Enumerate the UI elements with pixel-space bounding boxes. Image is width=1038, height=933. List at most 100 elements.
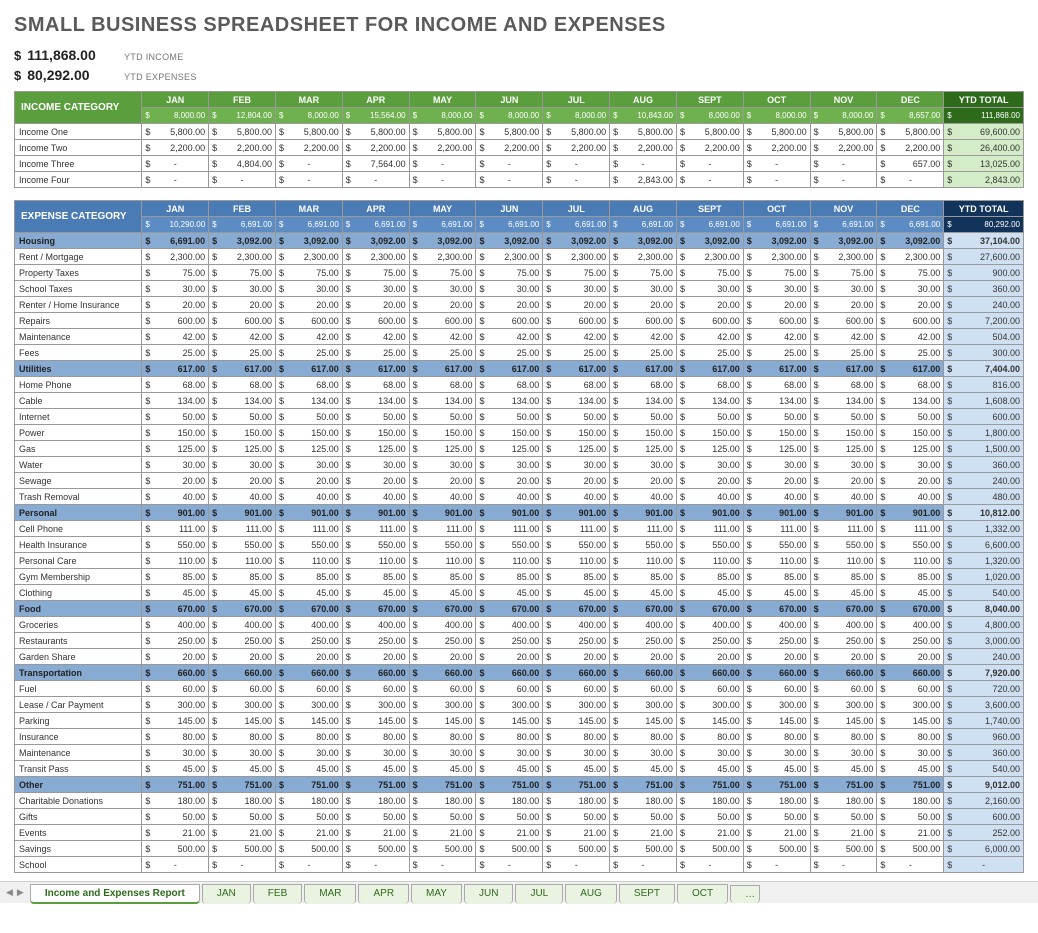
money-cell[interactable]: $30.00 [409, 281, 476, 297]
money-cell[interactable]: $42.00 [810, 329, 877, 345]
money-cell[interactable]: $20.00 [743, 473, 810, 489]
money-cell[interactable]: $30.00 [877, 281, 944, 297]
money-cell[interactable]: $111.00 [543, 521, 610, 537]
money-cell[interactable]: $2,300.00 [209, 249, 276, 265]
money-cell[interactable]: $45.00 [275, 761, 342, 777]
money-cell[interactable]: $- [142, 857, 209, 873]
money-cell[interactable]: $180.00 [810, 793, 877, 809]
expense-row-label[interactable]: Property Taxes [15, 265, 142, 281]
money-cell[interactable]: $400.00 [142, 617, 209, 633]
expense-subtotal[interactable]: $3,092.00 [676, 233, 743, 249]
money-cell[interactable]: $42.00 [275, 329, 342, 345]
expense-subtotal[interactable]: $6,691.00 [142, 233, 209, 249]
money-cell[interactable]: $145.00 [409, 713, 476, 729]
expense-subtotal[interactable]: $751.00 [810, 777, 877, 793]
money-cell[interactable]: $- [877, 172, 944, 188]
money-cell[interactable]: $20.00 [476, 649, 543, 665]
money-cell[interactable]: $25.00 [409, 345, 476, 361]
money-cell[interactable]: $400.00 [275, 617, 342, 633]
money-cell[interactable]: $150.00 [476, 425, 543, 441]
money-cell[interactable]: $45.00 [610, 585, 677, 601]
expense-subcategory-ytd[interactable]: $10,812.00 [944, 505, 1024, 521]
money-cell[interactable]: $300.00 [209, 697, 276, 713]
expense-subtotal[interactable]: $670.00 [342, 601, 409, 617]
expense-row-label[interactable]: Cable [15, 393, 142, 409]
money-cell[interactable]: $- [676, 156, 743, 172]
money-cell[interactable]: $500.00 [342, 841, 409, 857]
money-cell[interactable]: $400.00 [877, 617, 944, 633]
money-cell[interactable]: $50.00 [209, 409, 276, 425]
money-cell[interactable]: $- [275, 172, 342, 188]
money-cell[interactable]: $30.00 [342, 281, 409, 297]
money-cell[interactable]: $600.00 [543, 313, 610, 329]
money-cell[interactable]: $134.00 [409, 393, 476, 409]
money-cell[interactable]: $45.00 [810, 585, 877, 601]
expense-row-label[interactable]: Lease / Car Payment [15, 697, 142, 713]
money-cell[interactable]: $180.00 [877, 793, 944, 809]
money-cell[interactable]: $150.00 [209, 425, 276, 441]
money-cell[interactable]: $20.00 [543, 649, 610, 665]
money-cell[interactable]: $180.00 [342, 793, 409, 809]
money-cell[interactable]: $150.00 [610, 425, 677, 441]
expense-subtotal[interactable]: $751.00 [610, 777, 677, 793]
money-cell[interactable]: $600.00 [810, 313, 877, 329]
sheet-tab[interactable]: JAN [202, 884, 251, 904]
money-cell[interactable]: $145.00 [610, 713, 677, 729]
money-cell[interactable]: $20.00 [543, 473, 610, 489]
money-cell[interactable]: $45.00 [209, 761, 276, 777]
money-cell[interactable]: $- [610, 857, 677, 873]
money-cell[interactable]: $1,800.00 [944, 425, 1024, 441]
money-cell[interactable]: $45.00 [275, 585, 342, 601]
money-cell[interactable]: $68.00 [142, 377, 209, 393]
money-cell[interactable]: $2,200.00 [476, 140, 543, 156]
money-cell[interactable]: $- [342, 857, 409, 873]
expense-subtotal[interactable]: $670.00 [676, 601, 743, 617]
expense-subtotal[interactable]: $617.00 [142, 361, 209, 377]
money-cell[interactable]: $42.00 [342, 329, 409, 345]
money-cell[interactable]: $21.00 [342, 825, 409, 841]
money-cell[interactable]: $30.00 [275, 457, 342, 473]
expense-subtotal[interactable]: $670.00 [476, 601, 543, 617]
money-cell[interactable]: $45.00 [409, 761, 476, 777]
money-cell[interactable]: $50.00 [743, 409, 810, 425]
money-cell[interactable]: $20.00 [409, 473, 476, 489]
money-cell[interactable]: $68.00 [275, 377, 342, 393]
money-cell[interactable]: $30.00 [476, 281, 543, 297]
money-cell[interactable]: $600.00 [743, 313, 810, 329]
money-cell[interactable]: $60.00 [877, 681, 944, 697]
money-cell[interactable]: $400.00 [476, 617, 543, 633]
money-cell[interactable]: $30.00 [610, 281, 677, 297]
money-cell[interactable]: $50.00 [676, 809, 743, 825]
money-cell[interactable]: $20.00 [409, 297, 476, 313]
money-cell[interactable]: $240.00 [944, 473, 1024, 489]
money-cell[interactable]: $500.00 [409, 841, 476, 857]
money-cell[interactable]: $85.00 [543, 569, 610, 585]
expense-row-label[interactable]: Events [15, 825, 142, 841]
expense-row-label[interactable]: Water [15, 457, 142, 473]
money-cell[interactable]: $42.00 [142, 329, 209, 345]
money-cell[interactable]: $3,600.00 [944, 697, 1024, 713]
money-cell[interactable]: $7,200.00 [944, 313, 1024, 329]
money-cell[interactable]: $2,300.00 [409, 249, 476, 265]
expense-subtotal[interactable]: $901.00 [275, 505, 342, 521]
money-cell[interactable]: $20.00 [142, 649, 209, 665]
money-cell[interactable]: $50.00 [810, 809, 877, 825]
money-cell[interactable]: $550.00 [209, 537, 276, 553]
money-cell[interactable]: $20.00 [610, 473, 677, 489]
sheet-tab[interactable]: MAY [411, 884, 462, 904]
money-cell[interactable]: $550.00 [877, 537, 944, 553]
money-cell[interactable]: $3,000.00 [944, 633, 1024, 649]
money-cell[interactable]: $300.00 [944, 345, 1024, 361]
money-cell[interactable]: $21.00 [142, 825, 209, 841]
money-cell[interactable]: $60.00 [676, 681, 743, 697]
money-cell[interactable]: $960.00 [944, 729, 1024, 745]
expense-subtotal[interactable]: $901.00 [543, 505, 610, 521]
money-cell[interactable]: $20.00 [342, 649, 409, 665]
money-cell[interactable]: $125.00 [209, 441, 276, 457]
money-cell[interactable]: $5,800.00 [476, 124, 543, 140]
money-cell[interactable]: $134.00 [810, 393, 877, 409]
money-cell[interactable]: $60.00 [142, 681, 209, 697]
money-cell[interactable]: $30.00 [275, 745, 342, 761]
money-cell[interactable]: $21.00 [209, 825, 276, 841]
money-cell[interactable]: $145.00 [743, 713, 810, 729]
